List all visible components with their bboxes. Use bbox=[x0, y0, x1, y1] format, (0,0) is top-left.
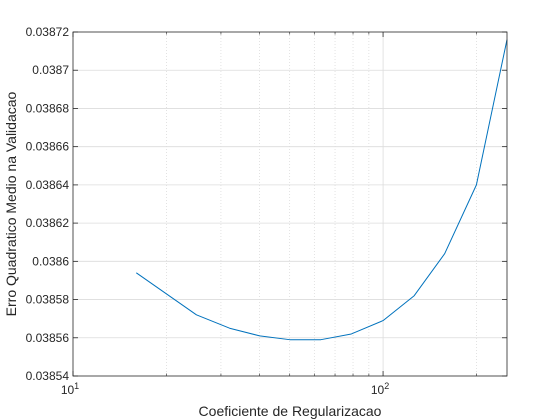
y-tick-label: 0.03868 bbox=[26, 101, 70, 115]
y-tick-label: 0.03872 bbox=[26, 25, 70, 39]
ticks-layer bbox=[72, 31, 507, 377]
y-tick-label: 0.03862 bbox=[26, 216, 70, 230]
series-layer bbox=[136, 39, 508, 341]
series-line bbox=[136, 39, 508, 341]
grid-layer bbox=[73, 32, 507, 376]
y-tick-label: 0.0386 bbox=[32, 254, 69, 268]
x-tick-label: 102 bbox=[371, 381, 389, 397]
y-tick-label: 0.03864 bbox=[26, 178, 70, 192]
y-axis-label: Erro Quadratico Medio na Validacao bbox=[3, 91, 19, 316]
y-tick-label: 0.03858 bbox=[26, 293, 70, 307]
y-tick-label: 0.03856 bbox=[26, 331, 70, 345]
y-tick-label: 0.03866 bbox=[26, 140, 70, 154]
x-axis-label: Coeficiente de Regularizacao bbox=[199, 403, 382, 419]
tick-labels-layer: 101 102 0.03854 0.03856 0.03858 0.0386 0.03862… bbox=[26, 25, 390, 397]
y-tick-label: 0.03854 bbox=[26, 369, 70, 383]
x-tick-label: 101 bbox=[61, 381, 79, 397]
y-tick-label: 0.0387 bbox=[32, 63, 69, 77]
